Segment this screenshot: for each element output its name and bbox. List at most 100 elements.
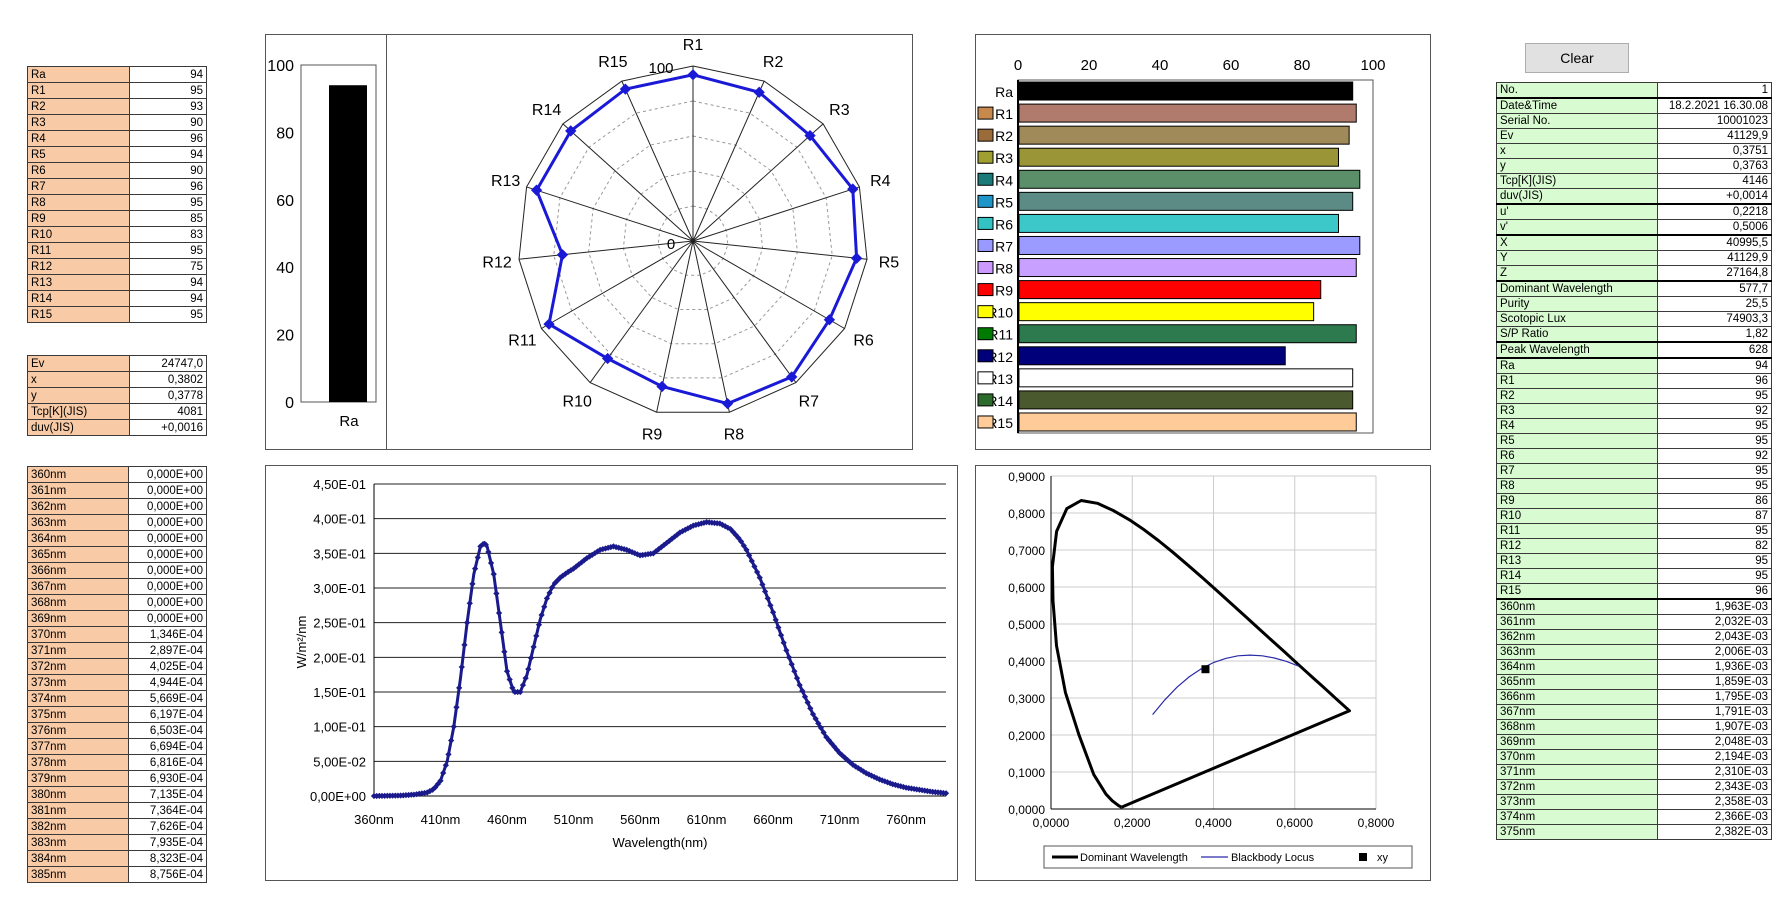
legend-swatch <box>977 393 994 407</box>
legend: Dominant Wavelength Blackbody Locus xy <box>1043 845 1413 869</box>
table-row: Tcp[K](JIS) 4146 <box>1495 173 1772 189</box>
row-label: 368nm <box>1495 719 1659 735</box>
y-tick-label: R1 <box>995 106 1013 122</box>
y-tick-label: R15 <box>987 415 1013 431</box>
radar-spoke <box>692 240 868 260</box>
row-value: 94 <box>129 274 207 291</box>
row-label: R1 <box>1495 373 1659 389</box>
row-label: R4 <box>26 130 131 147</box>
legend-label: xy <box>1377 852 1389 864</box>
table-row: Scotopic Lux 74903,3 <box>1495 311 1772 327</box>
radar-spoke <box>692 240 845 329</box>
table-row: S/P Ratio 1,82 <box>1495 326 1772 343</box>
row-value: 7,626E-04 <box>128 818 207 835</box>
table-row: 368nm 0,000E+00 <box>26 594 207 611</box>
row-label: R6 <box>1495 448 1659 464</box>
row-value: 6,694E-04 <box>128 738 207 755</box>
bar-r12 <box>1018 346 1286 366</box>
row-value: 94 <box>129 290 207 307</box>
row-value: 10001023 <box>1657 113 1772 129</box>
legend-swatch <box>977 415 994 429</box>
row-label: X <box>1495 234 1659 251</box>
row-value: 0,000E+00 <box>128 610 207 627</box>
radar-point <box>556 249 569 261</box>
table-row: v' 0,5006 <box>1495 219 1772 236</box>
x-tick-label: 360nm <box>354 812 394 827</box>
row-label: 363nm <box>26 514 130 531</box>
y-tick-label: R4 <box>995 172 1013 188</box>
legend-swatch <box>977 194 994 208</box>
row-label: 378nm <box>26 754 130 771</box>
row-label: Scotopic Lux <box>1495 311 1659 327</box>
radar-axis-label: R9 <box>642 427 663 444</box>
spectral-locus-series <box>1050 499 1351 809</box>
row-label: 364nm <box>26 530 130 547</box>
clear-button[interactable]: Clear <box>1525 43 1629 73</box>
row-value: 95 <box>1657 418 1772 434</box>
row-label: x <box>26 371 131 388</box>
row-value: 4,944E-04 <box>128 674 207 691</box>
legend-swatch <box>977 106 994 120</box>
table-row: R11 95 <box>1495 523 1772 539</box>
x-axis-label: Wavelength(nm) <box>613 835 708 850</box>
table-row: R5 95 <box>1495 433 1772 449</box>
table-row: 362nm 0,000E+00 <box>26 498 207 515</box>
y-tick-label: 0,6000 <box>1008 581 1045 595</box>
legend-swatch <box>977 238 994 252</box>
table-row: 366nm 0,000E+00 <box>26 562 207 579</box>
spectrum-point <box>801 693 809 700</box>
table-row: 365nm 1,859E-03 <box>1495 674 1772 690</box>
y-tick-label: R6 <box>995 216 1013 232</box>
bar-r11 <box>1018 324 1357 344</box>
row-value: 1,791E-03 <box>1657 704 1772 720</box>
row-value: 0,3751 <box>1657 143 1772 159</box>
radar-axis-label: R7 <box>799 393 820 410</box>
legend-swatch <box>1359 853 1367 861</box>
table-row: R12 75 <box>26 258 207 275</box>
row-label: 365nm <box>1495 674 1659 690</box>
spectrum-point <box>461 641 468 648</box>
row-value: 85 <box>129 210 207 227</box>
row-value: 92 <box>1657 448 1772 464</box>
x-tick-label: 20 <box>1081 57 1098 74</box>
row-value: 2,194E-03 <box>1657 749 1772 765</box>
y-tick-label: 80 <box>276 125 294 142</box>
table-row: 383nm 7,935E-04 <box>26 834 207 851</box>
radar-spoke <box>541 240 694 329</box>
row-label: 367nm <box>26 578 130 595</box>
table-row: 365nm 0,000E+00 <box>26 546 207 563</box>
blackbody-locus-series <box>1152 654 1300 715</box>
table-row: R10 87 <box>1495 508 1772 524</box>
table-row: 371nm 2,310E-03 <box>1495 764 1772 780</box>
radar-grid <box>553 100 833 379</box>
spectrum-chart-frame: 0,00E+00 5,00E-02 1,00E-01 1,50E-01 2,00E-01… <box>265 465 958 881</box>
radar-axis-label: R13 <box>491 173 520 190</box>
legend-label: Blackbody Locus <box>1231 852 1315 864</box>
table-row: 361nm 0,000E+00 <box>26 482 207 499</box>
radar-axis-label: R10 <box>563 393 592 410</box>
row-label: R14 <box>1495 568 1659 584</box>
row-label: Tcp[K](JIS) <box>1495 173 1659 189</box>
spectrum-point <box>533 632 540 639</box>
y-axis-label: W/m²/nm <box>294 616 309 669</box>
r-tick-label: 0 <box>667 236 675 253</box>
legend-label: Dominant Wavelength <box>1080 852 1188 864</box>
row-label: R7 <box>1495 463 1659 479</box>
row-label: 372nm <box>26 658 130 675</box>
row-value: 74903,3 <box>1657 311 1772 327</box>
row-label: R2 <box>26 98 131 115</box>
y-tick-label: 1,50E-01 <box>313 685 366 700</box>
row-label: 369nm <box>26 610 130 627</box>
spectrum-point <box>501 648 508 655</box>
cie-chart-frame: 0,0000 0,1000 0,2000 0,3000 0,4000 0,5000 0,60… <box>975 465 1431 881</box>
row-value: 1,346E-04 <box>128 626 207 643</box>
row-label: 366nm <box>26 562 130 579</box>
measure-table: Ev 24747,0 x 0,3802 y 0,3778 Tcp[K](JIS) 4081 du… <box>26 355 207 436</box>
row-value: 8,756E-04 <box>128 866 207 883</box>
ra-bar-chart: 0 20 40 60 80 100 Ra <box>267 58 377 430</box>
row-label: 374nm <box>1495 809 1659 825</box>
row-value: 95 <box>129 242 207 259</box>
y-tick-label: R8 <box>995 261 1013 277</box>
table-row: 363nm 0,000E+00 <box>26 514 207 531</box>
row-value: 6,816E-04 <box>128 754 207 771</box>
